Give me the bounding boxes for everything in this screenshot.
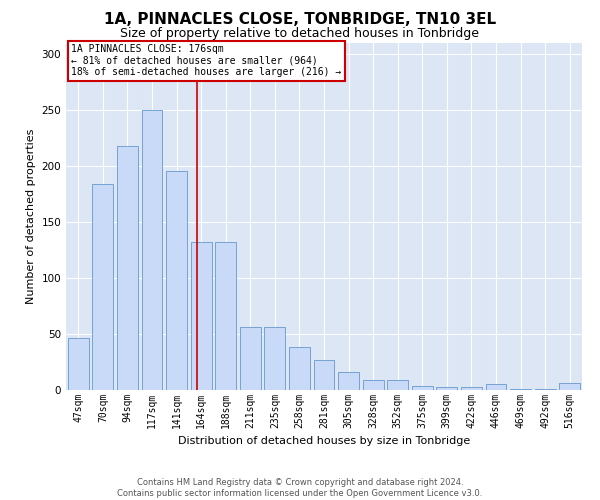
Bar	[68, 338, 89, 390]
Bar	[142, 110, 163, 390]
Bar	[265, 327, 286, 390]
Bar	[436, 386, 457, 390]
Bar	[387, 380, 408, 390]
Y-axis label: Number of detached properties: Number of detached properties	[26, 128, 36, 304]
Text: 1A PINNACLES CLOSE: 176sqm
← 81% of detached houses are smaller (964)
18% of sem: 1A PINNACLES CLOSE: 176sqm ← 81% of deta…	[71, 44, 341, 78]
Bar	[535, 389, 556, 390]
Text: Contains HM Land Registry data © Crown copyright and database right 2024.
Contai: Contains HM Land Registry data © Crown c…	[118, 478, 482, 498]
Bar	[215, 242, 236, 390]
Bar	[92, 184, 113, 390]
Bar	[191, 242, 212, 390]
Text: Size of property relative to detached houses in Tonbridge: Size of property relative to detached ho…	[121, 28, 479, 40]
Bar	[412, 386, 433, 390]
Bar	[485, 384, 506, 390]
Bar	[314, 360, 334, 390]
X-axis label: Distribution of detached houses by size in Tonbridge: Distribution of detached houses by size …	[178, 436, 470, 446]
Bar	[117, 146, 138, 390]
Bar	[461, 386, 482, 390]
Text: 1A, PINNACLES CLOSE, TONBRIDGE, TN10 3EL: 1A, PINNACLES CLOSE, TONBRIDGE, TN10 3EL	[104, 12, 496, 28]
Bar	[289, 348, 310, 390]
Bar	[166, 172, 187, 390]
Bar	[559, 384, 580, 390]
Bar	[362, 380, 383, 390]
Bar	[510, 389, 531, 390]
Bar	[338, 372, 359, 390]
Bar	[240, 327, 261, 390]
